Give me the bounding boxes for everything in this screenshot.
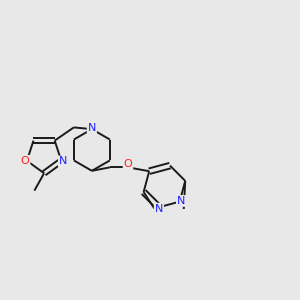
Text: O: O <box>124 159 132 169</box>
Text: N: N <box>177 196 185 206</box>
Text: N: N <box>155 204 163 214</box>
Text: N: N <box>59 157 67 166</box>
Text: N: N <box>88 123 96 133</box>
Text: O: O <box>21 156 30 166</box>
